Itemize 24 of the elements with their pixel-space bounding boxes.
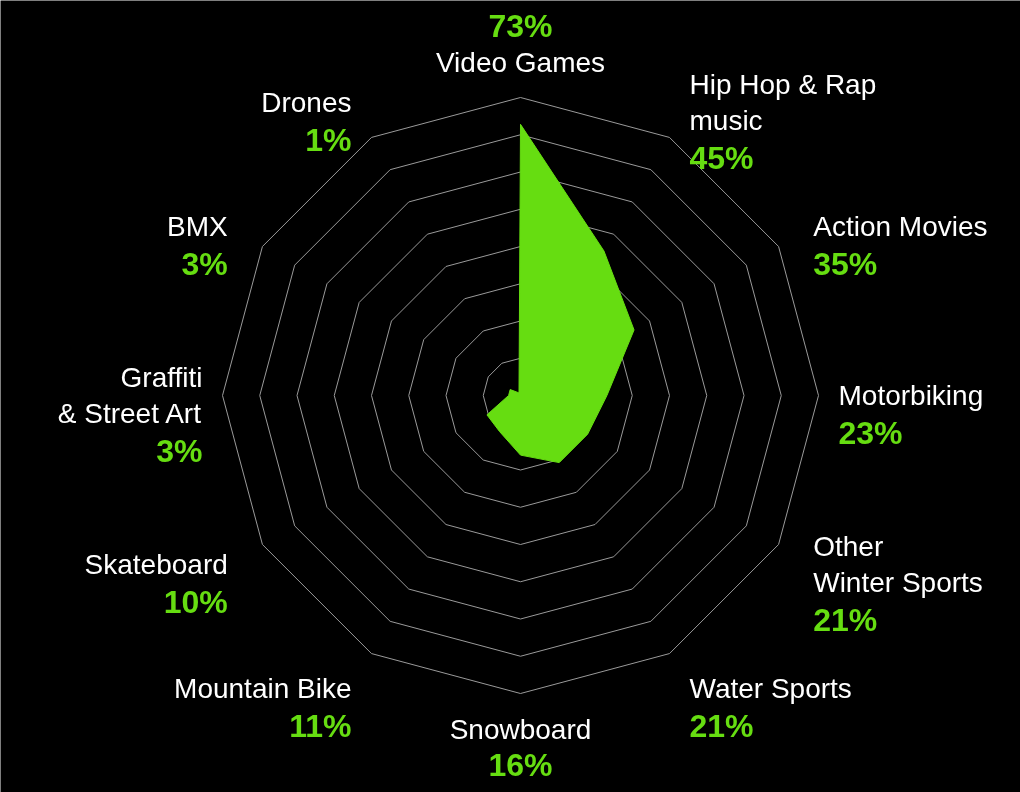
- spoke-label: Skateboard: [84, 549, 228, 580]
- text: 3%: [181, 246, 228, 283]
- text: 35%: [813, 246, 878, 283]
- spoke-label: Other Winter Sports: [813, 531, 983, 598]
- text: 21%: [689, 707, 754, 744]
- text: 16%: [488, 747, 553, 784]
- spoke-label: Graffiti & Street Art: [57, 362, 203, 429]
- spoke-label: Drones: [261, 87, 352, 119]
- spoke-label: Video Games: [435, 46, 606, 78]
- text: 45%: [689, 139, 754, 176]
- text: 73%: [488, 7, 553, 44]
- spoke-label: Snowboard: [449, 713, 592, 745]
- spoke-label: BMX: [167, 211, 229, 242]
- spoke-label: Water Sports: [689, 672, 852, 704]
- spoke-label: Action Movies: [813, 211, 988, 242]
- text: 3%: [156, 432, 203, 469]
- spoke-label: Hip Hop & Rap music: [689, 69, 877, 137]
- text: 11%: [289, 707, 352, 744]
- text: 21%: [813, 601, 878, 638]
- text: 1%: [305, 122, 352, 159]
- spoke-label: Mountain Bike: [174, 672, 352, 704]
- text: 10%: [163, 584, 228, 621]
- text: 23%: [838, 415, 903, 452]
- spoke-label: Motorbiking: [838, 380, 984, 411]
